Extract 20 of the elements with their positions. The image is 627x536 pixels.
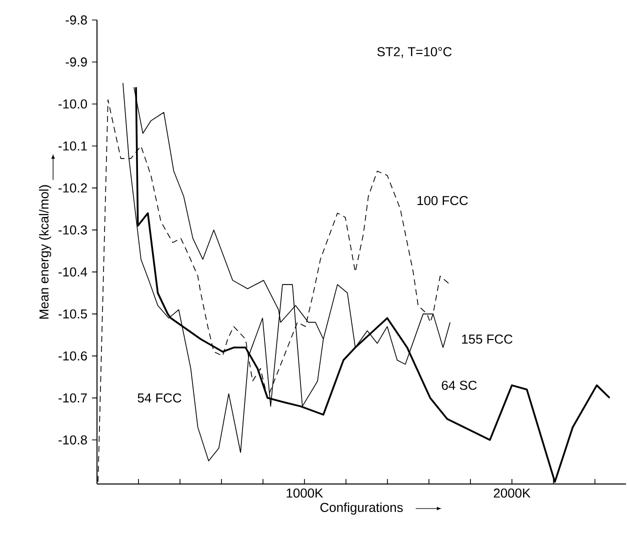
y-tick-label: -10.4 (58, 267, 88, 277)
series-label: 155 FCC (462, 334, 512, 344)
y-tick-label: -10.6 (58, 351, 87, 361)
x-axis-title: Configurations (320, 502, 403, 515)
y-tick-label: -9.8 (66, 15, 87, 25)
x-tick-label: 1000K (286, 488, 324, 498)
y-tick-label: -10.8 (58, 435, 87, 444)
y-tick-label: -10.1 (58, 141, 87, 151)
y-tick-label: -9.9 (66, 57, 87, 67)
y-axis-title: Mean energy (kcal/mol) (39, 185, 52, 319)
y-tick-label: -10.0 (58, 99, 87, 109)
series-label: 64 SC (442, 380, 477, 390)
series-label: 100 FCC (418, 196, 468, 206)
x-tick-label: 2000K (494, 488, 530, 498)
y-tick-label: -10.7 (58, 393, 87, 402)
y-tick-label: -10.3 (58, 225, 87, 235)
series-label: 54 FCC (138, 393, 182, 402)
y-tick-label: -10.2 (58, 183, 87, 193)
y-tick-label: -10.5 (58, 309, 87, 319)
annotation: ST2, T=10°C (377, 47, 452, 58)
